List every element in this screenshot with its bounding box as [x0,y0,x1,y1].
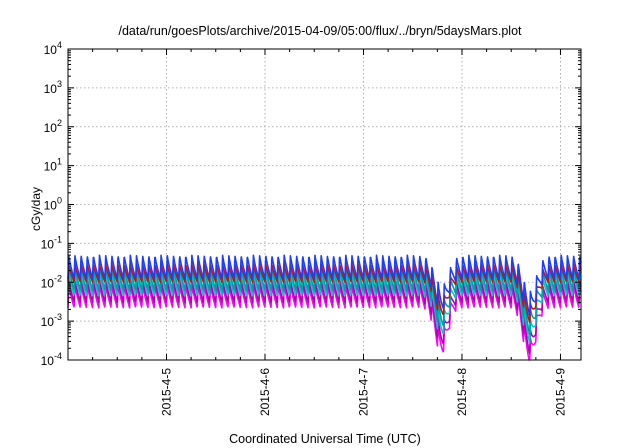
y-tick-label: 103 [44,79,62,96]
y-tick-label-base: 10 [44,160,58,174]
series-line [67,254,582,317]
y-tick-label-exponent: -3 [54,312,62,322]
x-tick-label: 2015-4-9 [553,368,567,416]
x-axis-label: Coordinated Universal Time (UTC) [229,432,421,446]
series-line [67,264,582,336]
series-line [67,271,582,344]
y-tick-label-base: 10 [41,276,55,290]
y-tick-label-exponent: 1 [57,157,62,167]
y-tick-label-base: 10 [41,354,55,368]
x-tick-label: 2015-4-6 [258,368,272,416]
y-tick-label-exponent: 0 [57,196,62,206]
y-tick-label-base: 10 [44,82,58,96]
y-tick-label: 10-2 [41,273,62,290]
grid [68,49,581,360]
y-tick-label: 100 [44,196,62,213]
y-tick-label-exponent: -2 [54,273,62,283]
x-tick-label: 2015-4-8 [455,368,469,416]
y-tick-label-exponent: 2 [57,118,62,128]
y-tick-label: 10-4 [41,351,62,368]
y-tick-label: 10-1 [41,234,62,251]
x-tick-label: 2015-4-5 [159,368,173,416]
series-line [67,278,582,355]
y-tick-label: 101 [44,157,62,174]
x-tick-labels: 2015-4-5 2015-4-6 2015-4-7 2015-4-8 2015-4-9 [159,368,567,416]
y-tick-label-base: 10 [41,315,55,329]
y-tick-label: 102 [44,118,62,135]
series-line [67,263,582,323]
y-tick-label-exponent: 3 [57,79,62,89]
y-tick-label-base: 10 [44,199,58,213]
chart-title: /data/run/goesPlots/archive/2015-04-09/0… [118,24,522,38]
y-tick-label-base: 10 [44,121,58,135]
y-axis-label: cGy/day [29,187,43,231]
y-tick-label: 104 [44,40,62,57]
y-tick-label-base: 10 [44,43,58,57]
ticks [67,48,581,361]
series-layer [67,254,582,361]
series-line [67,283,582,361]
y-tick-label-exponent: 4 [57,40,62,50]
y-tick-label: 10-3 [41,312,62,329]
y-tick-label-exponent: -4 [54,351,62,361]
y-tick-label-base: 10 [41,237,55,251]
x-tick-label: 2015-4-7 [356,368,370,416]
y-tick-label-exponent: -1 [54,234,62,244]
